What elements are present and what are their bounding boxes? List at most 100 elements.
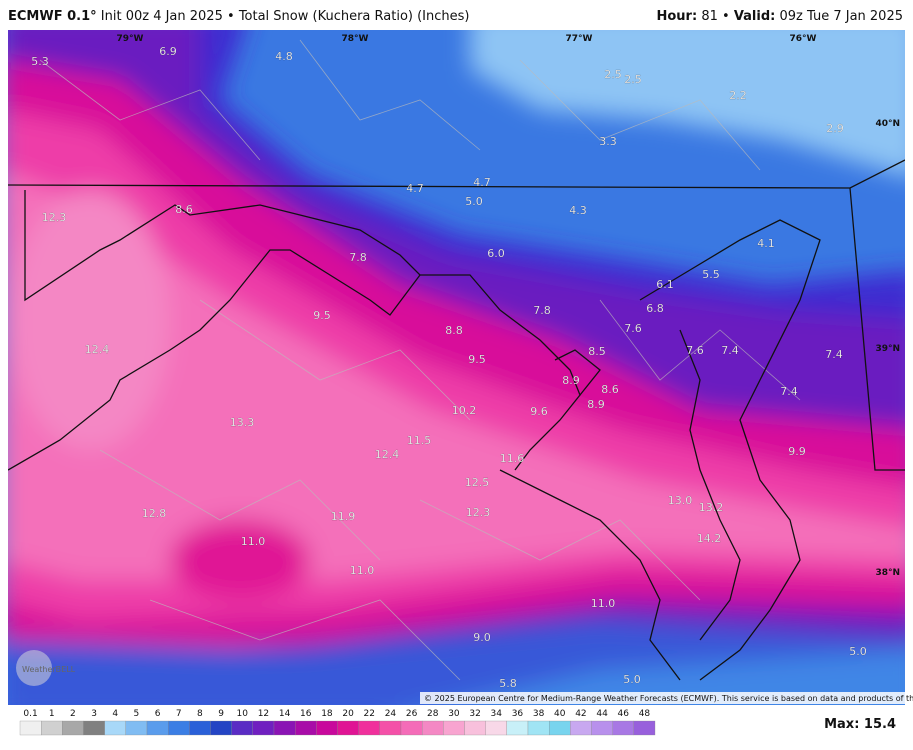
snow-label: 4.7 <box>406 182 424 195</box>
snow-label: 3.3 <box>599 135 617 148</box>
latitude-label: 40°N <box>875 119 900 129</box>
colorbar-label: 46 <box>618 709 630 719</box>
colorbar-swatch <box>41 720 63 736</box>
colorbar-label: 4 <box>112 709 118 719</box>
colorbar-label: 22 <box>364 709 375 719</box>
colorbar-label: 3 <box>91 709 97 719</box>
colorbar-swatch <box>400 720 423 736</box>
snow-label: 2.9 <box>826 122 844 135</box>
colorbar-swatch <box>273 720 296 736</box>
snow-label: 12.4 <box>375 448 400 461</box>
snow-label: 5.8 <box>499 677 517 690</box>
snow-label: 5.0 <box>465 195 483 208</box>
copyright: © 2025 European Centre for Medium-Range … <box>424 694 913 703</box>
snow-label: 9.5 <box>313 309 331 322</box>
colorbar-label: 7 <box>176 709 182 719</box>
snow-label: 12.3 <box>42 211 67 224</box>
colorbar-swatch <box>62 720 84 736</box>
latitude-label: 39°N <box>875 344 900 354</box>
latitude-label: 38°N <box>875 568 900 578</box>
longitude-label: 77°W <box>566 34 593 44</box>
snow-label: 7.8 <box>533 304 551 317</box>
colorbar-label: 34 <box>491 709 503 719</box>
snow-label: 7.6 <box>624 322 642 335</box>
colorbar-label: 20 <box>342 709 354 719</box>
colorbar-label: 48 <box>639 709 651 719</box>
colorbar-label: 6 <box>155 709 161 719</box>
snow-label: 7.4 <box>721 344 739 357</box>
valid: 09z Tue 7 Jan 2025 <box>779 9 904 24</box>
model: ECMWF 0.1° <box>8 9 97 24</box>
colorbar-swatch <box>104 720 126 736</box>
logo: WeatherBELL <box>22 665 76 674</box>
snow-label: 7.4 <box>825 348 843 361</box>
snow-label: 2.2 <box>729 89 747 102</box>
snow-label: 8.6 <box>601 383 619 396</box>
colorbar-swatch <box>485 720 507 736</box>
colorbar-swatch <box>83 720 105 736</box>
snow-label: 4.7 <box>473 176 491 189</box>
snow-label: 8.8 <box>445 324 463 337</box>
snow-label: 4.1 <box>757 237 775 250</box>
colorbar-label: 40 <box>554 709 566 719</box>
colorbar-label: 9 <box>218 709 224 719</box>
snow-label: 11.0 <box>591 597 616 610</box>
colorbar-label: 5 <box>134 709 140 719</box>
colorbar-label: 24 <box>385 709 397 719</box>
colorbar-swatch <box>231 720 253 736</box>
colorbar-swatch <box>570 720 592 736</box>
snow-label: 2.5 <box>604 68 622 81</box>
colorbar-label: 42 <box>575 709 586 719</box>
snow-label: 4.3 <box>569 204 587 217</box>
colorbar-swatch <box>125 720 148 736</box>
colorbar-swatch <box>189 720 211 736</box>
snow-label: 6.8 <box>646 302 664 315</box>
colorbar-label: 8 <box>197 709 203 719</box>
snow-label: 12.4 <box>85 343 110 356</box>
max: Max: 15.4 <box>824 717 896 732</box>
separator: • <box>227 9 235 24</box>
snow-label: 11.5 <box>407 434 432 447</box>
snow-label: 7.6 <box>686 344 704 357</box>
longitude-label: 76°W <box>790 34 817 44</box>
snow-label: 9.5 <box>468 353 486 366</box>
colorbar-label: 12 <box>258 709 269 719</box>
snow-label: 7.4 <box>780 385 798 398</box>
colorbar-swatch <box>527 720 550 736</box>
valid-label: Valid: <box>733 9 776 24</box>
snow-label: 9.9 <box>788 445 806 458</box>
colorbar-swatch <box>295 720 317 736</box>
colorbar-swatch <box>422 720 444 736</box>
snow-label: 11.0 <box>350 564 375 577</box>
snow-label: 5.0 <box>849 645 867 658</box>
snow-label: 12.8 <box>142 507 167 520</box>
colorbar-label: 16 <box>300 709 312 719</box>
snow-label: 6.1 <box>656 278 674 291</box>
snow-label: 4.8 <box>275 50 293 63</box>
longitude-label: 79°W <box>117 34 144 44</box>
snow-label: 11.9 <box>331 510 356 523</box>
colorbar-swatch <box>549 720 571 736</box>
snow-label: 10.2 <box>452 404 477 417</box>
colorbar-swatch <box>464 720 486 736</box>
colorbar-label: 0.1 <box>23 709 37 719</box>
colorbar-swatch <box>358 720 380 736</box>
colorbar-label: 38 <box>533 709 545 719</box>
snow-label: 12.3 <box>466 506 491 519</box>
snow-label: 9.6 <box>530 405 548 418</box>
product: Total Snow (Kuchera Ratio) (Inches) <box>238 9 470 24</box>
colorbar-swatch <box>316 720 338 736</box>
colorbar-label: 32 <box>469 709 480 719</box>
state-lines <box>8 159 905 681</box>
colorbar-label: 36 <box>512 709 524 719</box>
colorbar-label: 30 <box>448 709 460 719</box>
snow-label: 13.2 <box>699 501 724 514</box>
snow-label: 8.5 <box>588 345 606 358</box>
colorbar-swatch <box>506 720 529 736</box>
snow-label: 5.5 <box>702 268 720 281</box>
logo-mark <box>16 650 52 686</box>
snow-label: 6.9 <box>159 45 177 58</box>
colorbar-swatch <box>168 720 190 736</box>
colorbar-swatch <box>443 720 465 736</box>
